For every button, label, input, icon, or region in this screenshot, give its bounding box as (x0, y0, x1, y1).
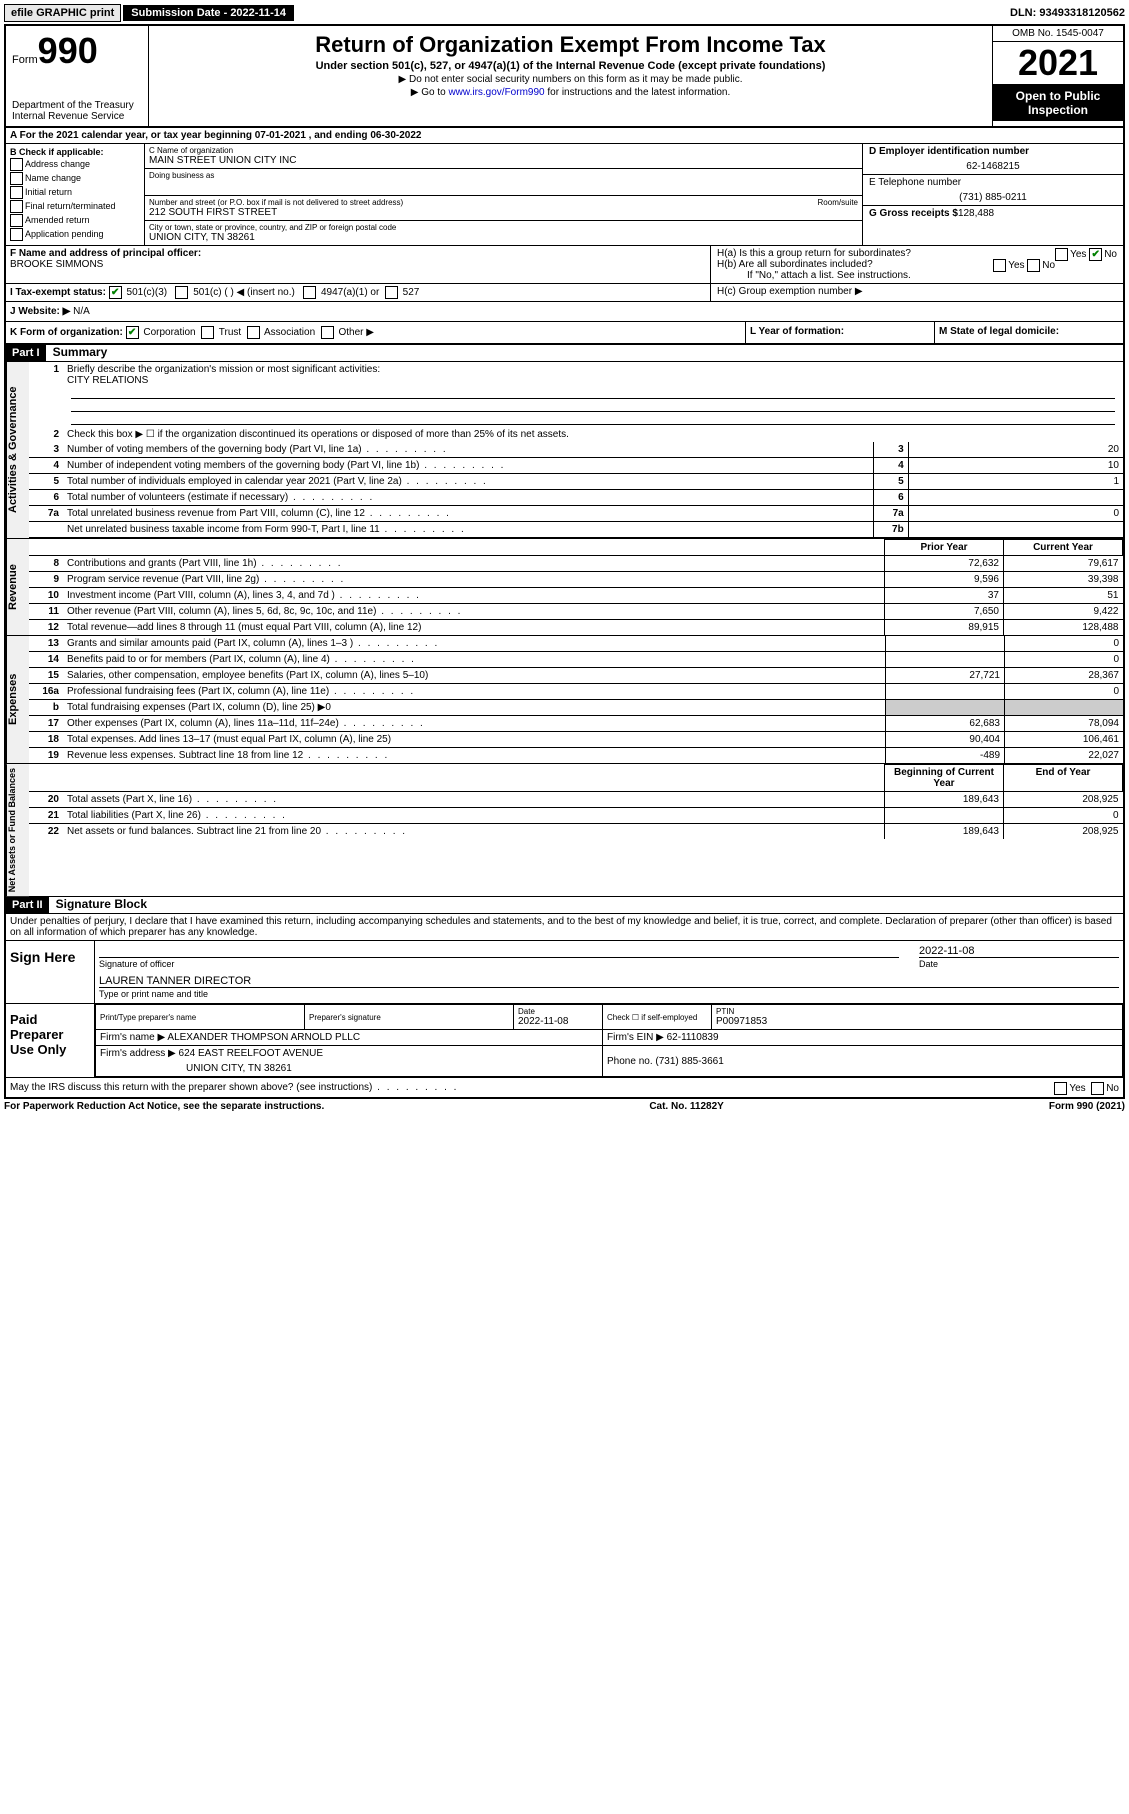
year-block: OMB No. 1545-0047 2021 Open to Public In… (993, 26, 1123, 126)
preparer-table: Print/Type preparer's name Preparer's si… (95, 1004, 1123, 1077)
part-i-header: Part I (6, 345, 46, 361)
form-title: Return of Organization Exempt From Incom… (157, 32, 984, 58)
part-ii-header: Part II (6, 897, 49, 913)
column-b-checkboxes: B Check if applicable: Address change Na… (6, 144, 145, 245)
officer-signature-block: Signature of officer 2022-11-08 Date LAU… (95, 941, 1123, 1003)
tab-revenue: Revenue (6, 539, 29, 635)
form-title-block: Return of Organization Exempt From Incom… (149, 26, 993, 126)
part-ii-title: Signature Block (52, 897, 147, 911)
dln-text: DLN: 93493318120562 (1010, 7, 1125, 19)
page-footer: For Paperwork Reduction Act Notice, see … (4, 1099, 1125, 1114)
sign-here-label: Sign Here (6, 941, 95, 1003)
column-c-org-info: C Name of organization MAIN STREET UNION… (145, 144, 863, 245)
part-i-title: Summary (49, 345, 108, 359)
column-d-ein-tel: D Employer identification number 62-1468… (863, 144, 1123, 245)
paid-preparer-label: Paid Preparer Use Only (6, 1004, 95, 1077)
tab-expenses: Expenses (6, 636, 29, 763)
irs-link[interactable]: www.irs.gov/Form990 (448, 87, 544, 98)
principal-officer: F Name and address of principal officer:… (6, 246, 711, 283)
submission-date-pill: Submission Date - 2022-11-14 (123, 5, 294, 21)
tab-net-assets: Net Assets or Fund Balances (6, 764, 29, 896)
tax-exempt-status: I Tax-exempt status: ✔ 501(c)(3) 501(c) … (6, 284, 711, 301)
form-id-block: Form990 Department of the Treasury Inter… (6, 26, 149, 126)
tab-activities-governance: Activities & Governance (6, 362, 29, 538)
form-of-org-row: K Form of organization: ✔ Corporation Tr… (6, 322, 1123, 344)
group-return-h: H(a) Is this a group return for subordin… (711, 246, 1123, 283)
perjury-declaration: Under penalties of perjury, I declare th… (6, 914, 1123, 941)
website-row: J Website: ▶ N/A (6, 302, 1123, 322)
efile-print-button[interactable]: efile GRAPHIC print (4, 4, 121, 22)
irs-discuss-row: May the IRS discuss this return with the… (6, 1078, 1123, 1097)
group-exemption-hc: H(c) Group exemption number ▶ (711, 284, 1123, 301)
section-a-tax-year: A For the 2021 calendar year, or tax yea… (6, 128, 1123, 144)
